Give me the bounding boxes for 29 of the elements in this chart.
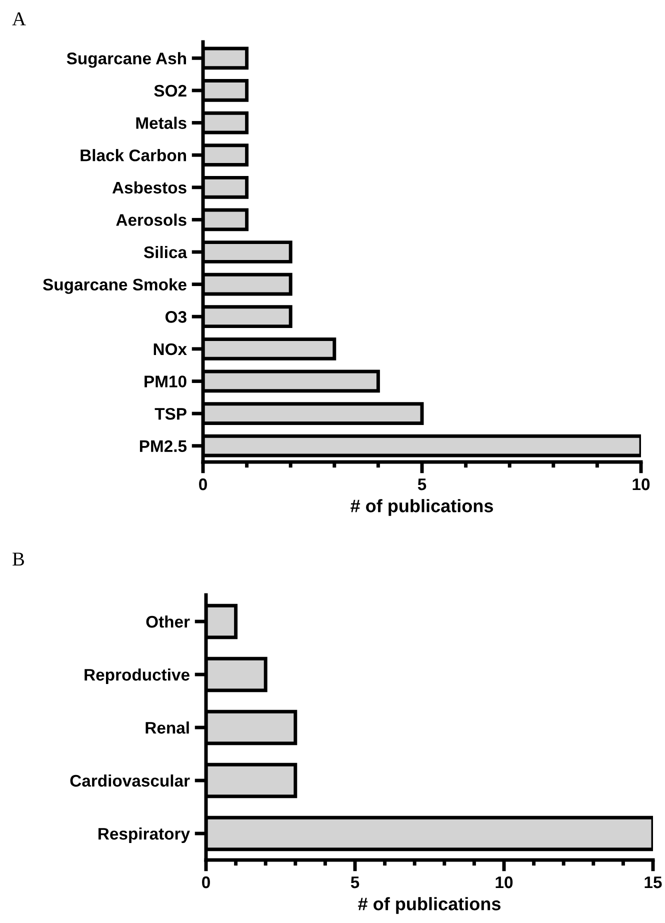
x-tick-label: 0 bbox=[199, 478, 207, 490]
y-tick-label: TSP bbox=[154, 408, 186, 420]
y-tick-label: Renal bbox=[146, 721, 189, 734]
x-tick-label: 5 bbox=[418, 478, 426, 490]
y-tick-label: NOx bbox=[154, 343, 187, 356]
y-tick-label: Metals bbox=[136, 116, 186, 129]
x-tick-label: 10 bbox=[496, 876, 513, 888]
x-tick-label: 5 bbox=[350, 876, 360, 888]
y-tick-label: PM10 bbox=[144, 376, 186, 388]
text: A bbox=[12, 12, 26, 26]
y-tick-label: Black Carbon bbox=[80, 149, 186, 162]
y-tick-label: Sugarcane Smoke bbox=[43, 278, 186, 294]
x-tick-label: 15 bbox=[644, 876, 662, 888]
y-tick-label: Aerosols bbox=[116, 214, 186, 226]
y-tick-label: Reproductive bbox=[84, 668, 190, 684]
y-tick-label: Other bbox=[146, 615, 190, 628]
y-tick-label: Cardiovascular bbox=[70, 774, 190, 787]
text: B bbox=[12, 552, 24, 566]
y-tick-label: Respiratory bbox=[98, 827, 190, 843]
y-tick-label: Silica bbox=[144, 246, 188, 258]
x-axis-title: # of publications bbox=[350, 499, 493, 516]
x-tick-label: 10 bbox=[632, 478, 650, 490]
y-tick-label: SO2 bbox=[154, 84, 186, 97]
y-tick-label: PM2.5 bbox=[140, 440, 187, 452]
y-tick-label: Sugarcane Ash bbox=[66, 52, 186, 68]
x-axis-title: # of publications bbox=[358, 897, 500, 914]
y-tick-label: Asbestos bbox=[112, 181, 186, 194]
y-tick-label: O3 bbox=[165, 311, 186, 323]
x-tick-label: 0 bbox=[202, 876, 210, 888]
